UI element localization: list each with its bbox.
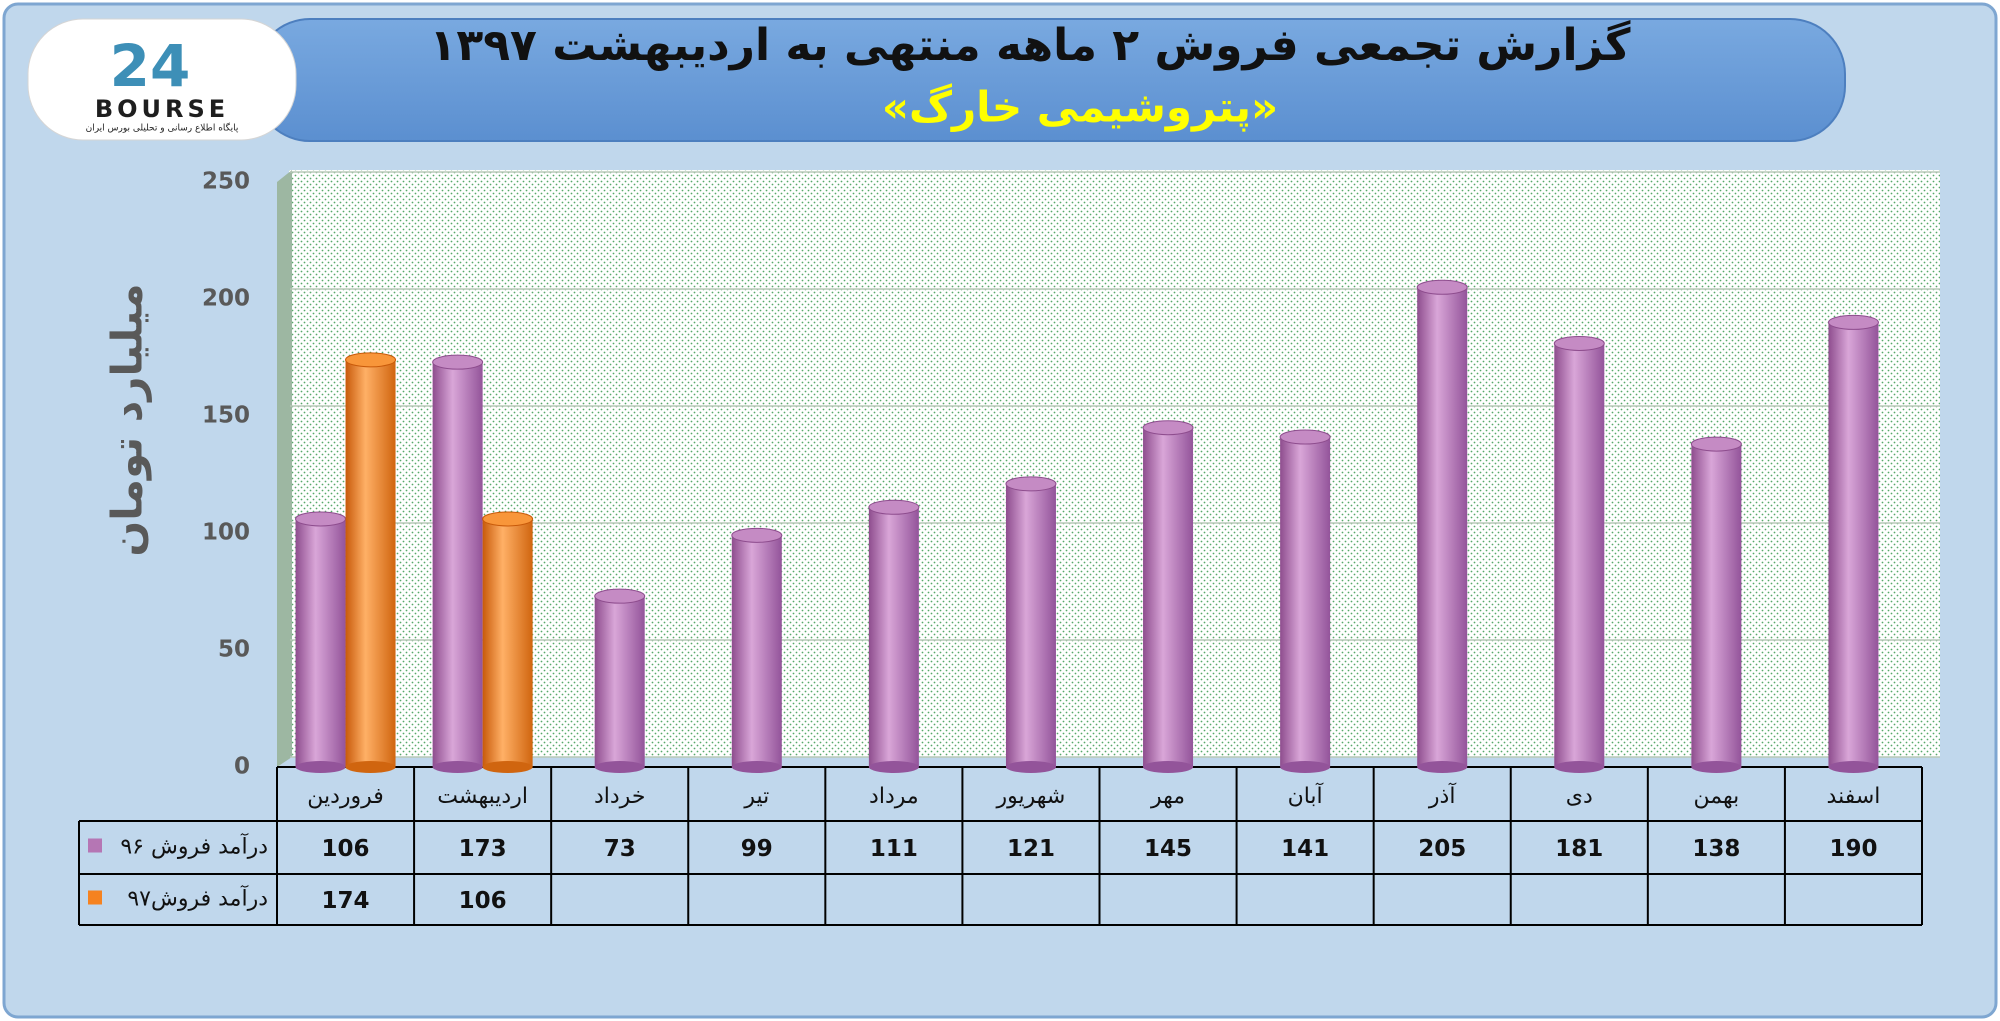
bar [482,518,533,767]
bar-base [731,761,782,773]
table-cell: 190 [1829,836,1877,862]
bar-base [1280,761,1331,773]
bar-cap [295,511,347,527]
x-tick-label: خرداد [594,784,645,809]
y-tick-label: 200 [202,286,250,312]
bar [1005,483,1056,767]
bar-base [432,761,483,773]
legend-label: درآمد فروش ۹۶ [120,833,268,860]
bar-cap [1690,436,1742,452]
bar [1417,287,1468,767]
legend-swatch [88,890,102,905]
bar [432,362,483,767]
table-cell: 141 [1281,836,1329,862]
table-cell: 73 [604,836,636,862]
y-tick-label: 0 [234,754,250,780]
logo-box [27,18,297,141]
logo-name: BOURSE [95,95,229,123]
x-tick-label: مهر [1150,784,1185,809]
side-wall [277,170,292,767]
bar [1143,427,1194,767]
chart-layer: 0 50 100 150 200 250 درآمد فروش ۹۶ درآمد فروش۹۷… [78,169,1940,926]
table-cell: 106 [322,836,370,862]
bar [345,359,396,767]
x-tick-label: بهمن [1694,784,1740,809]
bar-base [1143,761,1194,773]
table-cell: 138 [1692,836,1740,862]
x-tick-label: تیر [743,784,769,809]
table-cell: 205 [1418,836,1466,862]
x-tick-label: اسفند [1827,784,1881,809]
chart-title: گزارش تجمعی فروش ۲ ماهه منتهی به اردیبهش… [429,19,1630,71]
bar [594,596,645,767]
bar [868,507,919,767]
bar-cap [1416,279,1468,295]
y-axis-label: میلیارد تومان [103,283,153,556]
logo-mark: 24 [110,32,191,100]
bar-cap [432,354,484,370]
bar-cap [1142,420,1194,436]
bar-base [295,761,346,773]
table-cell: 174 [322,888,370,914]
y-tick-label: 100 [202,520,250,546]
bar-cap [868,499,920,515]
bar [1280,437,1331,767]
bar-base [1417,761,1468,773]
y-tick-label: 150 [202,403,250,429]
table-cell: 181 [1555,836,1603,862]
bar-base [345,761,396,773]
bar-base [868,761,919,773]
bar-base [1691,761,1742,773]
y-tick-label: 50 [218,637,250,663]
table-cell: 145 [1144,836,1192,862]
bar-base [1005,761,1056,773]
table-cell: 173 [459,836,507,862]
y-tick-label: 250 [202,169,250,195]
table-cell: 106 [459,888,507,914]
table-cell: 111 [870,836,918,862]
bar-cap [482,511,534,527]
x-tick-label: اردیبهشت [437,784,528,809]
legend-swatch [88,838,102,853]
plot-area [289,170,1940,757]
bar-cap [1827,314,1879,330]
bar-cap [1279,429,1331,445]
bar-base [1554,761,1605,773]
bar-cap [345,352,397,368]
legend-label: درآمد فروش۹۷ [127,885,268,912]
x-tick-label: دی [1566,784,1593,809]
bar [295,518,346,767]
bar-cap [731,527,783,543]
bar [1828,322,1879,767]
bar [1554,343,1605,767]
chart-subtitle: «پتروشیمی خارگ» [882,83,1278,133]
table-cell: 99 [741,836,773,862]
x-tick-label: آذر [1428,782,1456,809]
x-tick-label: شهریور [996,784,1066,809]
x-tick-label: مرداد [869,784,919,809]
bar-base [594,761,645,773]
bar [731,535,782,767]
bar [1691,444,1742,767]
bar-cap [1553,335,1605,351]
x-tick-label: فروردین [307,784,384,809]
bar-base [482,761,533,773]
table-cell: 121 [1007,836,1055,862]
bar-base [1828,761,1879,773]
bar-cap [594,588,646,604]
x-tick-label: آبان [1288,782,1324,809]
bar-cap [1005,476,1057,492]
logo-tagline: پایگاه اطلاع رسانی و تحلیلی بورس ایران [86,122,239,134]
